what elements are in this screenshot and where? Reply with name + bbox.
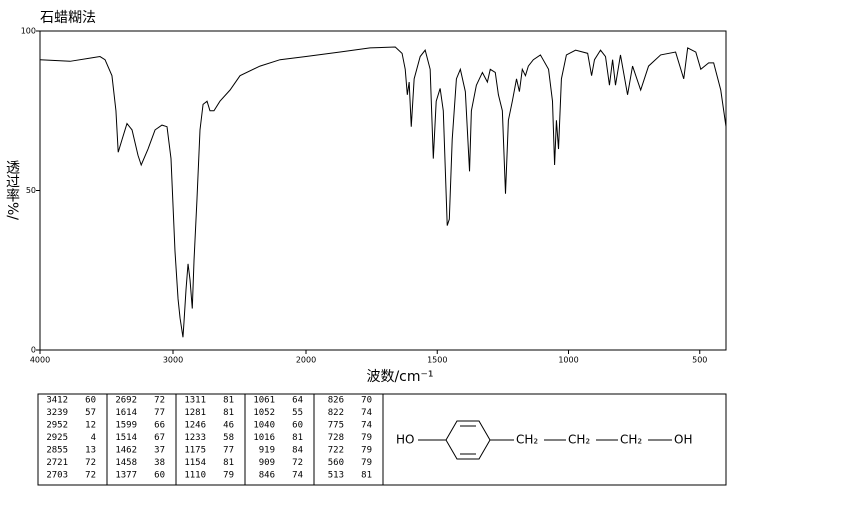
peak-wavenumber: 1175	[184, 446, 206, 456]
y-tick-label: 50	[26, 186, 36, 195]
peak-transmittance: 74	[361, 408, 372, 418]
benzene-ring	[445, 420, 491, 460]
y-tick-label: 0	[31, 346, 36, 355]
structure-group: HO	[396, 433, 414, 447]
peak-transmittance: 84	[292, 446, 303, 456]
peak-wavenumber: 2855	[46, 446, 68, 456]
peak-transmittance: 60	[154, 471, 165, 481]
peak-transmittance: 58	[223, 433, 234, 443]
peak-wavenumber: 919	[259, 446, 275, 456]
peak-transmittance: 77	[223, 446, 234, 456]
table-dividers	[106, 394, 384, 485]
peak-transmittance: 46	[223, 421, 234, 431]
peak-wavenumber: 1110	[184, 471, 206, 481]
peak-wavenumber: 1154	[184, 458, 206, 468]
peak-wavenumber: 2925	[46, 433, 68, 443]
peak-transmittance: 81	[223, 396, 234, 406]
peak-wavenumber: 1061	[253, 396, 275, 406]
x-tick-label: 1000	[558, 356, 578, 365]
peak-transmittance: 13	[85, 446, 96, 456]
peak-wavenumber: 1514	[115, 433, 137, 443]
peak-wavenumber: 2721	[46, 458, 68, 468]
structure-group: CH₂	[620, 433, 642, 447]
peak-wavenumber: 1040	[253, 421, 275, 431]
peak-wavenumber: 1377	[115, 471, 137, 481]
peak-transmittance: 74	[361, 421, 372, 431]
peak-transmittance: 38	[154, 458, 165, 468]
peak-transmittance: 60	[292, 421, 303, 431]
y-axis-label: 透过率%/	[4, 160, 20, 220]
x-tick-label: 2000	[296, 356, 316, 365]
peak-wavenumber: 1052	[253, 408, 275, 418]
peak-transmittance: 12	[85, 421, 96, 431]
peak-wavenumber: 2703	[46, 471, 68, 481]
peak-wavenumber: 1462	[115, 446, 137, 456]
peak-wavenumber: 722	[328, 446, 344, 456]
peak-wavenumber: 2692	[115, 396, 137, 406]
peak-transmittance: 72	[85, 458, 96, 468]
peak-wavenumber: 1599	[115, 421, 137, 431]
peak-transmittance: 79	[361, 458, 372, 468]
x-tick-label: 1500	[427, 356, 447, 365]
peak-transmittance: 64	[292, 396, 303, 406]
plot-frame	[39, 30, 727, 351]
chart-title: 石蜡糊法	[40, 10, 96, 26]
peak-transmittance: 72	[85, 471, 96, 481]
peak-wavenumber: 1311	[184, 396, 206, 406]
peak-transmittance: 60	[85, 396, 96, 406]
structure-group: OH	[674, 433, 692, 447]
x-axis-label: 波数/cm⁻¹	[366, 369, 433, 385]
table-frame	[37, 393, 727, 486]
x-tick-label: 3000	[163, 356, 183, 365]
peak-wavenumber: 2952	[46, 421, 68, 431]
peak-wavenumber: 1016	[253, 433, 275, 443]
peak-transmittance: 79	[361, 433, 372, 443]
peak-wavenumber: 1614	[115, 408, 137, 418]
structure-group: CH₂	[516, 433, 538, 447]
peak-wavenumber: 560	[328, 458, 344, 468]
peak-transmittance: 81	[292, 433, 303, 443]
peak-wavenumber: 513	[328, 471, 344, 481]
peak-wavenumber: 1233	[184, 433, 206, 443]
peak-wavenumber: 3239	[46, 408, 68, 418]
peak-wavenumber: 1458	[115, 458, 137, 468]
peak-transmittance: 81	[223, 408, 234, 418]
peak-transmittance: 55	[292, 408, 303, 418]
peak-wavenumber: 846	[259, 471, 275, 481]
peak-transmittance: 74	[292, 471, 303, 481]
y-tick-label: 100	[21, 27, 36, 36]
peak-transmittance: 72	[154, 396, 165, 406]
peak-transmittance: 4	[91, 433, 96, 443]
peak-transmittance: 70	[361, 396, 372, 406]
peak-wavenumber: 1281	[184, 408, 206, 418]
peak-wavenumber: 909	[259, 458, 275, 468]
peak-transmittance: 81	[223, 458, 234, 468]
spectrum-line	[39, 46, 727, 338]
peak-transmittance: 79	[361, 446, 372, 456]
peak-transmittance: 66	[154, 421, 165, 431]
peak-transmittance: 37	[154, 446, 165, 456]
peak-transmittance: 77	[154, 408, 165, 418]
structure-group: CH₂	[568, 433, 590, 447]
peak-transmittance: 81	[361, 471, 372, 481]
peak-transmittance: 79	[223, 471, 234, 481]
peak-transmittance: 57	[85, 408, 96, 418]
peak-wavenumber: 3412	[46, 396, 68, 406]
peak-wavenumber: 826	[328, 396, 344, 406]
peak-transmittance: 72	[292, 458, 303, 468]
peak-wavenumber: 822	[328, 408, 344, 418]
peak-wavenumber: 728	[328, 433, 344, 443]
structure: HO CH₂ CH₂ CH₂ OH	[396, 420, 692, 460]
x-tick-label: 500	[692, 356, 707, 365]
peak-wavenumber: 1246	[184, 421, 206, 431]
peak-wavenumber: 775	[328, 421, 344, 431]
peak-transmittance: 67	[154, 433, 165, 443]
x-tick-label: 4000	[30, 356, 50, 365]
